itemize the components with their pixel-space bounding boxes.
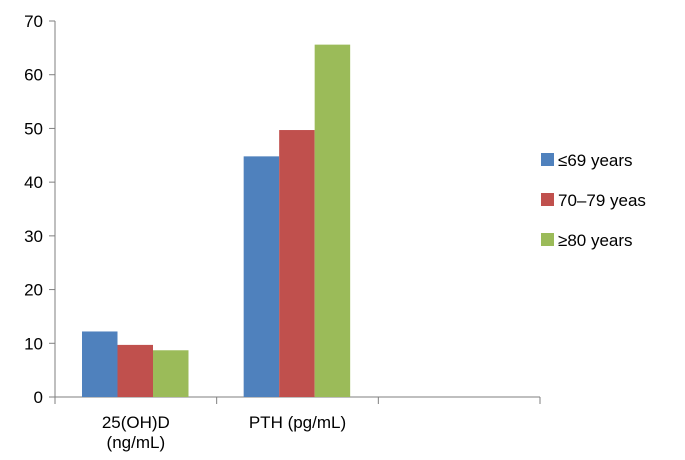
legend: ≤69 years 70–79 yeas ≥80 years bbox=[541, 151, 646, 250]
y-tick-label: 40 bbox=[24, 173, 43, 192]
legend-label: ≥80 years bbox=[558, 231, 633, 250]
x-category-label: PTH (pg/mL) bbox=[249, 413, 346, 432]
legend-swatch bbox=[541, 153, 554, 166]
y-tick-label: 30 bbox=[24, 227, 43, 246]
y-tick-label: 70 bbox=[24, 12, 43, 31]
bar-1-2 bbox=[243, 156, 280, 397]
x-category-label: (ng/mL) bbox=[107, 433, 166, 452]
y-tick-label: 50 bbox=[24, 119, 43, 138]
bars bbox=[82, 44, 351, 398]
bar-2-2 bbox=[279, 130, 315, 398]
legend-label: 70–79 yeas bbox=[558, 191, 646, 210]
legend-swatch bbox=[541, 193, 554, 206]
y-tick-label: 10 bbox=[24, 334, 43, 353]
y-axis: 0 10 20 30 40 50 60 70 bbox=[24, 12, 56, 407]
bar-3-1 bbox=[153, 350, 189, 397]
bar-1-1 bbox=[82, 331, 118, 397]
legend-swatch bbox=[541, 233, 554, 246]
y-tick-label: 60 bbox=[24, 66, 43, 85]
bar-3-2 bbox=[314, 44, 351, 398]
y-tick-label: 20 bbox=[24, 281, 43, 300]
x-category-label: 25(OH)D bbox=[102, 413, 170, 432]
legend-label: ≤69 years bbox=[558, 151, 633, 170]
x-axis: 25(OH)D(ng/mL) PTH (pg/mL) bbox=[54, 396, 541, 452]
y-tick-label: 0 bbox=[34, 388, 43, 407]
bar-2-1 bbox=[117, 344, 153, 397]
